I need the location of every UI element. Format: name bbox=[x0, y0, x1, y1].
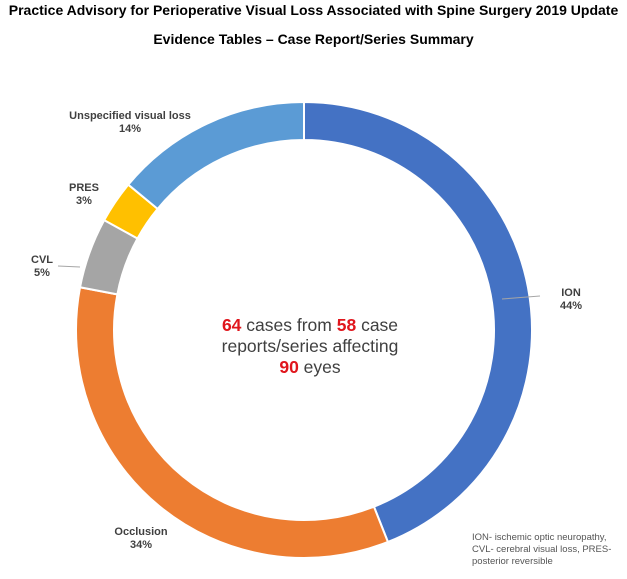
data-label-name: ION bbox=[561, 287, 581, 299]
eyes-count: 90 bbox=[279, 357, 299, 377]
cases-count: 64 bbox=[221, 315, 242, 335]
center-text-1: cases from bbox=[241, 315, 337, 335]
data-label-name: PRES bbox=[69, 182, 99, 194]
data-label-percent: 5% bbox=[34, 267, 50, 279]
data-label-name: Occlusion bbox=[114, 526, 167, 538]
abbreviation-footnote: ION- ischemic optic neuropathy, CVL- cer… bbox=[472, 532, 627, 568]
footnote-line-1: ION- ischemic optic neuropathy, bbox=[472, 532, 607, 543]
chart-title: Practice Advisory for Perioperative Visu… bbox=[8, 2, 619, 18]
data-label-percent: 44% bbox=[560, 300, 582, 312]
slice-ion bbox=[303, 100, 533, 544]
slice-unspecified-visual-loss bbox=[126, 100, 305, 211]
center-text-3: reports/series affecting bbox=[221, 336, 399, 356]
data-label-percent: 14% bbox=[119, 123, 141, 135]
data-label-name: CVL bbox=[31, 254, 53, 266]
center-text-2: case bbox=[356, 315, 399, 335]
data-label-percent: 3% bbox=[76, 195, 92, 207]
footnote-line-2: CVL- cerebral visual loss, PRES- bbox=[472, 544, 612, 555]
reports-count: 58 bbox=[336, 315, 357, 335]
leader-line-ion bbox=[501, 295, 541, 300]
center-text-4: eyes bbox=[298, 357, 341, 377]
data-label-name: Unspecified visual loss bbox=[69, 110, 191, 122]
chart-subtitle: Evidence Tables – Case Report/Series Sum… bbox=[153, 31, 474, 47]
footnote-line-3: posterior reversible bbox=[472, 556, 553, 567]
leader-line-cvl bbox=[57, 265, 81, 268]
center-summary: 64 cases from 58 case reports/series aff… bbox=[190, 315, 430, 378]
data-label-percent: 34% bbox=[130, 539, 152, 551]
